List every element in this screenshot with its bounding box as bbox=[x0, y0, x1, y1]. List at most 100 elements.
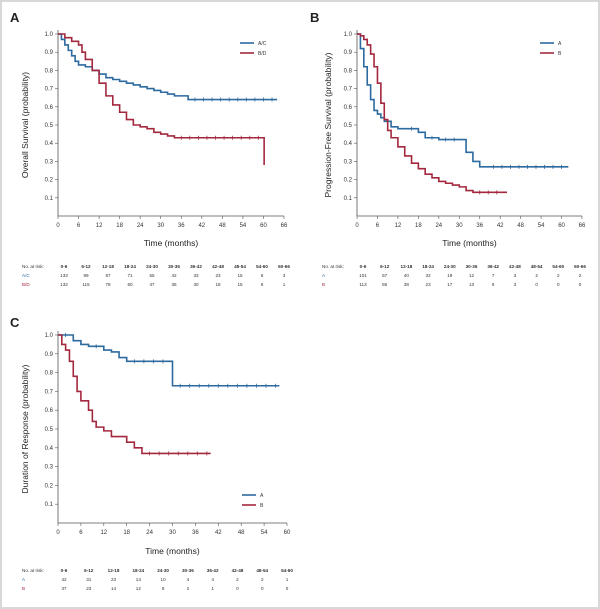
panel-c-risk-row-name: A bbox=[22, 577, 26, 582]
panel-b-risk-value: 2 bbox=[557, 273, 560, 278]
panel-c-risk-value: 8 bbox=[162, 586, 165, 591]
panel-c-risk-value: 42 bbox=[61, 577, 67, 582]
panel-b-risk-value: 12 bbox=[469, 273, 475, 278]
panel-a-letter: A bbox=[10, 10, 20, 25]
panel-a-risk-value: 15 bbox=[237, 282, 243, 287]
panel-a-y-tick-label: 0.8 bbox=[45, 68, 54, 74]
panel-b-risk-value: 19 bbox=[447, 273, 453, 278]
panel-c-y-tick-label: 0.6 bbox=[45, 408, 54, 414]
panel-a-risk-value: 99 bbox=[83, 273, 89, 278]
panel-c-risk-value: 2 bbox=[261, 577, 264, 582]
panel-a-risk-value: 47 bbox=[149, 282, 155, 287]
panel-c-x-tick-label: 0 bbox=[56, 530, 60, 536]
panel-b-risk-interval: 18-24 bbox=[422, 264, 434, 269]
panel-a-risk-value: 133 bbox=[60, 273, 68, 278]
panel-b-risk-value: 17 bbox=[447, 282, 453, 287]
panel-a-risk-value: 35 bbox=[171, 282, 177, 287]
panel-b-risk-value: 0 bbox=[579, 282, 582, 287]
panel-c-risk-value: 12 bbox=[136, 586, 142, 591]
panel-c-x-tick-label: 60 bbox=[284, 530, 291, 536]
panel-a-risk-interval: 48-54 bbox=[234, 264, 246, 269]
panel-c-risk-interval: 24-30 bbox=[157, 568, 169, 573]
panel-a-risk-value: 42 bbox=[171, 273, 177, 278]
panel-c-risk-value: 14 bbox=[111, 586, 117, 591]
panel-b-risk-interval: 30-36 bbox=[466, 264, 478, 269]
panel-a-y-tick-label: 0.3 bbox=[45, 159, 54, 165]
panel-c-risk-value: 1 bbox=[286, 577, 289, 582]
panel-b-series-a-line bbox=[357, 33, 569, 168]
panel-c-risk-table-label: No. at risk: bbox=[22, 568, 44, 573]
panel-c-risk-value: 0 bbox=[236, 586, 239, 591]
panel-b-x-tick-label: 36 bbox=[476, 223, 483, 229]
panel-b-risk-value: 40 bbox=[404, 273, 410, 278]
panel-c-risk-interval: 48-54 bbox=[256, 568, 268, 573]
panel-a-risk-interval: 30-36 bbox=[168, 264, 180, 269]
panel-a-risk-value: 132 bbox=[60, 282, 68, 287]
panel-c-risk-interval: 30-36 bbox=[182, 568, 194, 573]
panel-a-risk-interval: 6-12 bbox=[81, 264, 91, 269]
panel-c-x-axis-label: Time (months) bbox=[145, 546, 200, 556]
panel-c-y-tick-label: 0.9 bbox=[45, 352, 54, 358]
panel-b-x-tick-label: 66 bbox=[579, 223, 586, 229]
panel-c-y-tick-label: 0.2 bbox=[45, 483, 54, 489]
panel-a-x-tick-label: 6 bbox=[77, 223, 81, 229]
panel-a-risk-value: 30 bbox=[193, 282, 199, 287]
panel-b-y-tick-label: 1.0 bbox=[344, 32, 353, 38]
panel-b-risk-interval: 36-42 bbox=[487, 264, 499, 269]
panel-c-risk-value: 0 bbox=[261, 586, 264, 591]
panel-a-x-tick-label: 12 bbox=[96, 223, 103, 229]
panel-c-y-tick-label: 0.1 bbox=[45, 502, 54, 508]
panel-b-risk-value: 7 bbox=[492, 273, 495, 278]
panel-b-risk-value: 101 bbox=[359, 273, 367, 278]
panel-a-risk-interval: 60-66 bbox=[278, 264, 290, 269]
panel-c-y-tick-label: 0.8 bbox=[45, 371, 54, 377]
panel-c-risk-interval: 42-48 bbox=[232, 568, 244, 573]
panel-a-y-tick-label: 0.7 bbox=[45, 87, 54, 93]
panel-c-risk-interval: 0-6 bbox=[61, 568, 68, 573]
panel-c-x-tick-label: 54 bbox=[261, 530, 268, 536]
panel-b-risk-value: 23 bbox=[426, 282, 432, 287]
panel-b-y-tick-label: 0.2 bbox=[344, 178, 353, 184]
panel-c-risk-value: 2 bbox=[187, 586, 190, 591]
panel-a-risk-interval: 12-18 bbox=[102, 264, 114, 269]
panel-a-risk-value: 23 bbox=[215, 273, 221, 278]
panel-a-y-tick-label: 0.9 bbox=[45, 50, 54, 56]
panel-c-risk-interval: 12-18 bbox=[108, 568, 120, 573]
panel-c-x-tick-label: 18 bbox=[123, 530, 130, 536]
panel-a-y-tick-label: 0.1 bbox=[45, 196, 54, 202]
panel-b-y-tick-label: 0.7 bbox=[344, 87, 353, 93]
panel-b-risk-value: 32 bbox=[426, 273, 432, 278]
panel-c-risk-value: 4 bbox=[187, 577, 190, 582]
panel-a-risk-value: 18 bbox=[215, 282, 221, 287]
panel-c-risk-value: 4 bbox=[211, 577, 214, 582]
panel-c-risk-value: 1 bbox=[211, 586, 214, 591]
panel-a-risk-value: 3 bbox=[283, 273, 286, 278]
panel-c-risk-value: 0 bbox=[286, 586, 289, 591]
panel-c-risk-value: 23 bbox=[86, 586, 92, 591]
panel-c-x-tick-label: 42 bbox=[215, 530, 222, 536]
panel-b-legend-label: B bbox=[558, 51, 562, 57]
panel-a-x-tick-label: 42 bbox=[198, 223, 205, 229]
panel-a-risk-value: 6 bbox=[261, 282, 264, 287]
panel-b-risk-row-name: B bbox=[322, 282, 325, 287]
panel-a-risk-interval: 0-6 bbox=[61, 264, 68, 269]
panel-a-risk-interval: 18-24 bbox=[124, 264, 136, 269]
panel-c-y-tick-label: 0.7 bbox=[45, 389, 54, 395]
panel-b-x-tick-label: 24 bbox=[435, 223, 442, 229]
panel-b-x-tick-label: 48 bbox=[517, 223, 524, 229]
panel-a-x-tick-label: 48 bbox=[219, 223, 226, 229]
panel-a-y-tick-label: 0.6 bbox=[45, 105, 54, 111]
panel-c-risk-value: 37 bbox=[61, 586, 67, 591]
panel-a-x-tick-label: 36 bbox=[178, 223, 185, 229]
panel-b-legend-label: A bbox=[558, 41, 562, 47]
panel-b-y-axis-label: Progression-Free Survival (probability) bbox=[323, 52, 333, 197]
panel-c-risk-value: 10 bbox=[161, 577, 167, 582]
panel-b-risk-interval: 42-48 bbox=[509, 264, 521, 269]
panel-b-x-axis-label: Time (months) bbox=[442, 238, 497, 248]
panel-a-legend-label: A/C bbox=[258, 41, 267, 47]
panel-b-x-tick-label: 18 bbox=[415, 223, 422, 229]
panel-a-legend-label: B/D bbox=[258, 51, 267, 57]
panel-b-risk-interval: 24-30 bbox=[444, 264, 456, 269]
panel-a-risk-interval: 54-60 bbox=[256, 264, 268, 269]
